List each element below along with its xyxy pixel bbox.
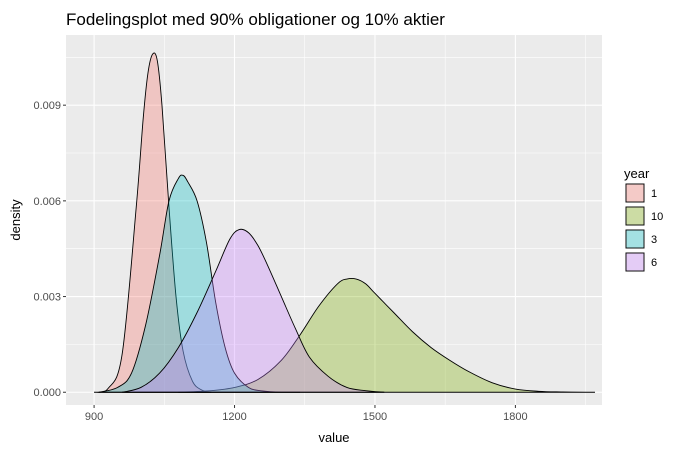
legend-key-background (625, 252, 645, 272)
x-tick-label: 1500 (363, 411, 387, 423)
legend-title: year (624, 166, 650, 181)
legend-label-year-6: 6 (651, 257, 657, 269)
chart-title: Fodelingsplot med 90% obligationer og 10… (66, 10, 445, 29)
density-area-year-6 (122, 228, 385, 393)
legend-label-year-3: 3 (651, 234, 657, 246)
x-tick-label: 1200 (222, 411, 246, 423)
legend-key-background (625, 206, 645, 226)
x-axis-title: value (318, 430, 349, 445)
x-tick-label: 900 (85, 411, 103, 423)
x-axis: 900 1200 1500 1800 (85, 405, 528, 423)
density-area-year-1 (93, 52, 212, 393)
density-area-year-3 (98, 174, 301, 393)
legend-key-year-3 (625, 229, 645, 249)
density-areas (93, 52, 595, 393)
legend-key-year-1 (625, 183, 645, 203)
legend-label-year-1: 1 (651, 188, 657, 200)
legend-key-background (625, 229, 645, 249)
legend-key-year-10 (625, 206, 645, 226)
legend-key-year-6 (625, 252, 645, 272)
x-tick-label: 1800 (503, 411, 527, 423)
y-axis-title: density (8, 199, 23, 241)
y-tick-label: 0.003 (33, 292, 61, 304)
plot-panel (66, 35, 602, 405)
y-tick-label: 0.000 (33, 387, 61, 399)
density-area-year-10 (178, 277, 595, 393)
y-axis: 0.000 0.003 0.006 0.009 (33, 100, 66, 399)
legend: year 1 10 3 6 (624, 166, 663, 272)
y-tick-label: 0.006 (33, 196, 61, 208)
y-tick-label: 0.009 (33, 100, 61, 112)
legend-key-background (625, 183, 645, 203)
legend-label-year-10: 10 (651, 211, 663, 223)
